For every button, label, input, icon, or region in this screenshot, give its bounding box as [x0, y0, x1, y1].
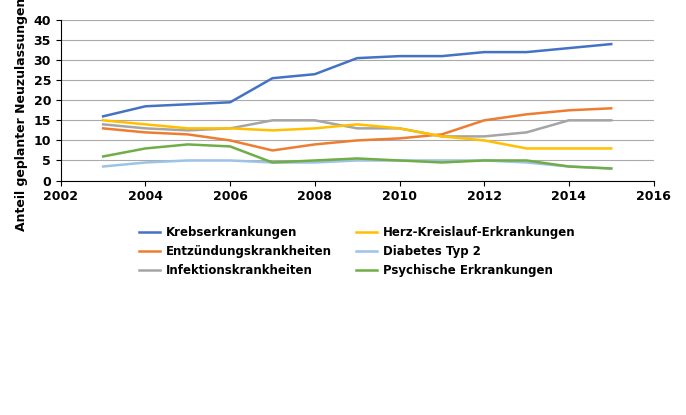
Infektionskrankheiten [523, 130, 531, 135]
Entzündungskrankheiten [99, 126, 107, 131]
Entzündungskrankheiten [268, 148, 276, 153]
Herz-Kreislauf-Erkrankungen [226, 126, 234, 131]
Psychische Erkrankungen [268, 160, 276, 165]
Psychische Erkrankungen [565, 164, 573, 169]
Krebserkrankungen [438, 54, 446, 59]
Herz-Kreislauf-Erkrankungen [607, 146, 615, 151]
Line: Entzündungskrankheiten: Entzündungskrankheiten [103, 108, 611, 151]
Infektionskrankheiten [184, 128, 192, 133]
Diabetes Typ 2 [395, 158, 403, 163]
Infektionskrankheiten [353, 126, 362, 131]
Entzündungskrankheiten [438, 132, 446, 137]
Krebserkrankungen [268, 76, 276, 81]
Herz-Kreislauf-Erkrankungen [395, 126, 403, 131]
Psychische Erkrankungen [99, 154, 107, 159]
Entzündungskrankheiten [565, 108, 573, 113]
Diabetes Typ 2 [607, 166, 615, 171]
Krebserkrankungen [353, 56, 362, 61]
Y-axis label: Anteil geplanter Neuzulassungen [%]: Anteil geplanter Neuzulassungen [%] [15, 0, 28, 231]
Psychische Erkrankungen [184, 142, 192, 147]
Line: Diabetes Typ 2: Diabetes Typ 2 [103, 161, 611, 168]
Psychische Erkrankungen [523, 158, 531, 163]
Diabetes Typ 2 [226, 158, 234, 163]
Herz-Kreislauf-Erkrankungen [268, 128, 276, 133]
Diabetes Typ 2 [184, 158, 192, 163]
Infektionskrankheiten [268, 118, 276, 123]
Psychische Erkrankungen [226, 144, 234, 149]
Infektionskrankheiten [565, 118, 573, 123]
Diabetes Typ 2 [353, 158, 362, 163]
Infektionskrankheiten [99, 122, 107, 127]
Krebserkrankungen [480, 50, 488, 55]
Psychische Erkrankungen [395, 158, 403, 163]
Herz-Kreislauf-Erkrankungen [565, 146, 573, 151]
Diabetes Typ 2 [523, 160, 531, 165]
Psychische Erkrankungen [438, 160, 446, 165]
Infektionskrankheiten [607, 118, 615, 123]
Herz-Kreislauf-Erkrankungen [353, 122, 362, 127]
Infektionskrankheiten [226, 126, 234, 131]
Entzündungskrankheiten [523, 112, 531, 117]
Infektionskrankheiten [395, 126, 403, 131]
Entzündungskrankheiten [184, 132, 192, 137]
Krebserkrankungen [395, 54, 403, 59]
Krebserkrankungen [523, 50, 531, 55]
Herz-Kreislauf-Erkrankungen [480, 138, 488, 143]
Krebserkrankungen [226, 100, 234, 105]
Entzündungskrankheiten [395, 136, 403, 141]
Psychische Erkrankungen [311, 158, 319, 163]
Diabetes Typ 2 [311, 160, 319, 165]
Psychische Erkrankungen [607, 166, 615, 171]
Entzündungskrankheiten [226, 138, 234, 143]
Infektionskrankheiten [480, 134, 488, 139]
Herz-Kreislauf-Erkrankungen [99, 118, 107, 123]
Line: Herz-Kreislauf-Erkrankungen: Herz-Kreislauf-Erkrankungen [103, 120, 611, 149]
Infektionskrankheiten [141, 126, 150, 131]
Herz-Kreislauf-Erkrankungen [311, 126, 319, 131]
Diabetes Typ 2 [438, 158, 446, 163]
Krebserkrankungen [565, 46, 573, 51]
Line: Krebserkrankungen: Krebserkrankungen [103, 44, 611, 116]
Legend: Krebserkrankungen, Entzündungskrankheiten, Infektionskrankheiten, Herz-Kreislauf: Krebserkrankungen, Entzündungskrankheite… [134, 222, 580, 282]
Entzündungskrankheiten [311, 142, 319, 147]
Herz-Kreislauf-Erkrankungen [438, 134, 446, 139]
Diabetes Typ 2 [99, 164, 107, 169]
Entzündungskrankheiten [141, 130, 150, 135]
Krebserkrankungen [141, 104, 150, 109]
Herz-Kreislauf-Erkrankungen [523, 146, 531, 151]
Herz-Kreislauf-Erkrankungen [184, 126, 192, 131]
Krebserkrankungen [184, 102, 192, 107]
Diabetes Typ 2 [565, 164, 573, 169]
Psychische Erkrankungen [141, 146, 150, 151]
Line: Psychische Erkrankungen: Psychische Erkrankungen [103, 144, 611, 168]
Line: Infektionskrankheiten: Infektionskrankheiten [103, 120, 611, 137]
Krebserkrankungen [311, 72, 319, 77]
Entzündungskrankheiten [480, 118, 488, 123]
Diabetes Typ 2 [268, 160, 276, 165]
Psychische Erkrankungen [480, 158, 488, 163]
Diabetes Typ 2 [141, 160, 150, 165]
Entzündungskrankheiten [353, 138, 362, 143]
Diabetes Typ 2 [480, 158, 488, 163]
Infektionskrankheiten [438, 134, 446, 139]
Krebserkrankungen [99, 114, 107, 119]
Herz-Kreislauf-Erkrankungen [141, 122, 150, 127]
Psychische Erkrankungen [353, 156, 362, 161]
Infektionskrankheiten [311, 118, 319, 123]
Krebserkrankungen [607, 42, 615, 46]
Entzündungskrankheiten [607, 106, 615, 111]
